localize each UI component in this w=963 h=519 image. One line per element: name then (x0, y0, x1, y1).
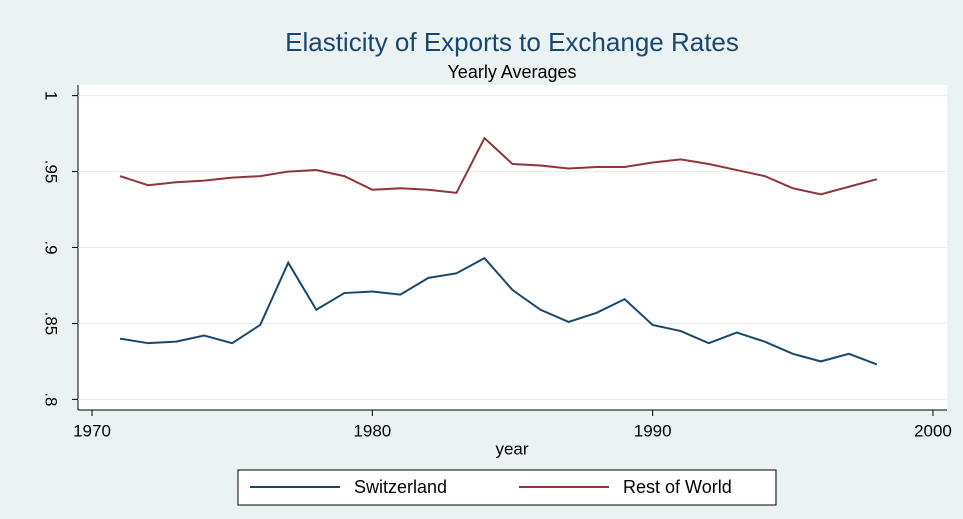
x-tick-label: 2000 (914, 421, 952, 440)
y-tick-label: .9 (42, 240, 61, 254)
y-tick-label: .8 (42, 392, 61, 406)
chart-title: Elasticity of Exports to Exchange Rates (285, 27, 739, 57)
chart-subtitle: Yearly Averages (447, 62, 576, 82)
legend-label: Rest of World (623, 477, 732, 497)
x-tick-label: 1970 (73, 421, 111, 440)
series-line (119, 136, 878, 196)
y-tick-label: .95 (42, 160, 61, 184)
y-tick-label: 1 (42, 91, 61, 100)
x-axis-label: year (495, 439, 528, 458)
legend-label: Switzerland (354, 477, 447, 497)
x-tick-label: 1980 (353, 421, 391, 440)
y-tick-label: .85 (42, 312, 61, 336)
x-tick-label: 1990 (634, 421, 672, 440)
series-line (119, 256, 878, 366)
